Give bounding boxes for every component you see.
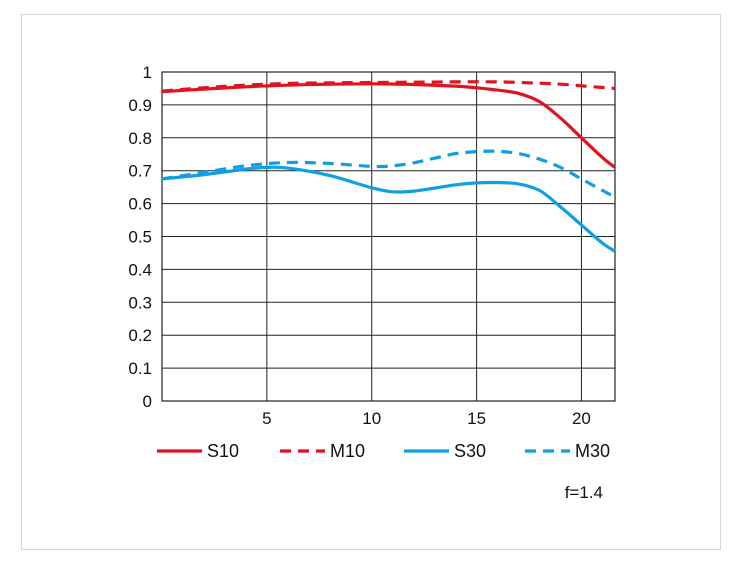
chart-frame: [21, 14, 721, 550]
legend: S10 M10 S30 M30: [157, 441, 610, 461]
x-axis-ticks: 5 10 15 20: [262, 409, 591, 428]
x-tick-label: 20: [572, 409, 591, 428]
y-tick-label: 0.3: [128, 293, 152, 312]
series-lines: [161, 80, 616, 253]
legend-label-m30: M30: [575, 441, 610, 461]
aperture-annotation: f=1.4: [565, 483, 603, 502]
series-line-s10: [161, 82, 616, 169]
y-tick-label: 0.8: [128, 129, 152, 148]
y-tick-label: 0.7: [128, 162, 152, 181]
series-line-m30: [161, 149, 616, 199]
legend-label-m10: M10: [330, 441, 365, 461]
y-axis-ticks: 0 0.1 0.2 0.3 0.4 0.5 0.6 0.7 0.8 0.9 1: [128, 63, 152, 411]
y-tick-label: 0.6: [128, 195, 152, 214]
y-tick-label: 0.9: [128, 96, 152, 115]
y-tick-label: 0.2: [128, 326, 152, 345]
x-tick-label: 5: [262, 409, 271, 428]
plot-border: [161, 71, 616, 402]
y-tick-label: 0.1: [128, 359, 152, 378]
y-tick-label: 0.4: [128, 260, 152, 279]
legend-label-s10: S10: [207, 441, 239, 461]
grid: [161, 71, 616, 402]
legend-label-s30: S30: [454, 441, 486, 461]
series-line-m10: [161, 80, 616, 93]
x-tick-label: 10: [362, 409, 381, 428]
x-tick-label: 15: [467, 409, 486, 428]
y-tick-label: 0.5: [128, 228, 152, 247]
series-line-s30: [161, 165, 616, 253]
y-tick-label: 0: [143, 392, 152, 411]
y-tick-label: 1: [143, 63, 152, 82]
